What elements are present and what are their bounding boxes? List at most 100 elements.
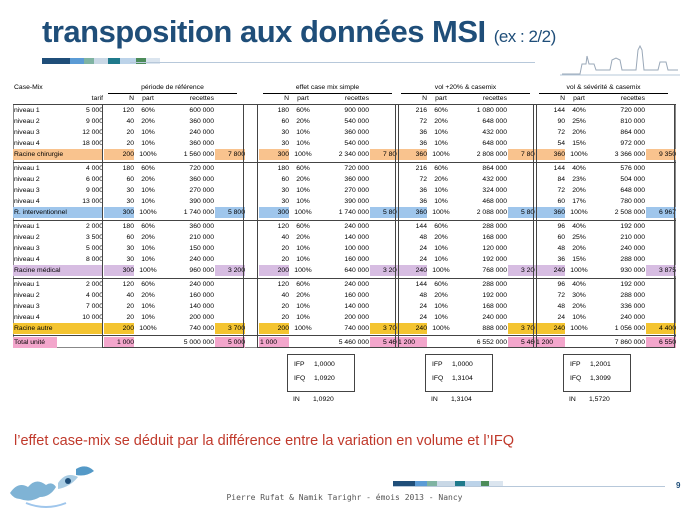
table-rule	[13, 220, 676, 221]
cell-part: 40%	[572, 281, 586, 288]
cell-part: 10%	[296, 256, 310, 263]
grand-total-ratio: 6 550	[646, 337, 676, 348]
table-row: niveau 4 13 000 30 10% 390 000 30 10% 390 000 36…	[13, 196, 676, 207]
row-tarif: 3 500	[85, 234, 103, 241]
index-label: IFQ	[294, 375, 306, 382]
total-n: 240	[397, 323, 427, 334]
cell-n: 40	[281, 292, 289, 299]
cell-n: 180	[277, 165, 289, 172]
cell-n: 216	[415, 107, 427, 114]
total-part: 100%	[432, 267, 450, 274]
total-recettes: 740 000	[344, 325, 369, 332]
cell-recettes: 432 000	[482, 176, 507, 183]
cell-n: 72	[557, 187, 565, 194]
cell-part: 40%	[572, 165, 586, 172]
cell-part: 10%	[296, 198, 310, 205]
total-recettes: 1 740 000	[183, 209, 214, 216]
total-ratio: 6 967	[646, 207, 676, 218]
cell-recettes: 140 000	[344, 303, 369, 310]
cell-n: 20	[126, 314, 134, 321]
cell-n: 60	[126, 234, 134, 241]
table-rule	[13, 278, 676, 279]
grand-total-recettes: 7 860 000	[614, 339, 645, 346]
header-part: part	[142, 95, 154, 102]
cell-n: 24	[419, 314, 427, 321]
row-tarif: 6 000	[85, 176, 103, 183]
header-group-2: effet case mix simple	[263, 82, 392, 94]
total-part: 100%	[294, 325, 312, 332]
cell-part: 10%	[141, 314, 155, 321]
header-part: part	[573, 95, 585, 102]
cell-recettes: 336 000	[620, 303, 645, 310]
cell-recettes: 192 000	[620, 223, 645, 230]
cell-part: 10%	[141, 129, 155, 136]
cell-n: 96	[557, 281, 565, 288]
cell-recettes: 468 000	[482, 198, 507, 205]
table-row: niveau 3 5 000 30 10% 150 000 20 10% 100 000 24 1…	[13, 243, 676, 254]
grand-total-n: 1 000	[259, 337, 289, 348]
total-n: 360	[397, 207, 427, 218]
cell-part: 10%	[141, 303, 155, 310]
row-label: niveau 3	[14, 245, 40, 252]
row-tarif: 5 000	[85, 245, 103, 252]
index-box-2: IFP 1,0000 IFQ 1,3104	[425, 354, 493, 392]
cell-recettes: 200 000	[189, 314, 214, 321]
cell-recettes: 720 000	[344, 165, 369, 172]
cell-part: 20%	[296, 118, 310, 125]
cell-recettes: 648 000	[482, 140, 507, 147]
cell-part: 20%	[141, 234, 155, 241]
cell-recettes: 720 000	[189, 165, 214, 172]
total-part: 100%	[294, 267, 312, 274]
total-label: R. interventionnel	[13, 207, 103, 218]
grand-total-n: 1 200	[397, 337, 427, 348]
total-ratio: 3 875	[646, 265, 676, 276]
row-label: niveau 2	[14, 234, 40, 241]
total-n: 360	[535, 207, 565, 218]
table-row: niveau 4 18 000 20 10% 360 000 30 10% 540 000 36…	[13, 138, 676, 149]
cell-part: 30%	[572, 292, 586, 299]
index-in-value: 1,5720	[589, 396, 610, 403]
table-total-row: Racine médical 300 100% 960 000 3 200 200 100%…	[13, 265, 676, 276]
cell-n: 60	[281, 176, 289, 183]
header-recettes: recettes	[620, 95, 645, 102]
cell-recettes: 900 000	[344, 107, 369, 114]
cell-recettes: 972 000	[620, 140, 645, 147]
cell-recettes: 324 000	[482, 187, 507, 194]
cell-part: 60%	[434, 281, 448, 288]
index-label: IFP	[432, 361, 443, 368]
header-casemix: Case-Mix	[14, 84, 43, 91]
grand-total-row: Total unité 1 000 5 000 000 5 000 1 000 5 460…	[13, 337, 676, 348]
row-label: niveau 1	[14, 107, 40, 114]
cell-n: 20	[281, 314, 289, 321]
cell-n: 180	[122, 223, 134, 230]
total-label: Racine autre	[13, 323, 103, 334]
cell-recettes: 240 000	[189, 129, 214, 136]
cell-part: 60%	[141, 165, 155, 172]
cell-n: 36	[557, 256, 565, 263]
table-rule	[13, 162, 676, 163]
table-row: niveau 4 10 000 20 10% 200 000 20 10% 200 000 24…	[13, 312, 676, 323]
table-row: niveau 1 2 000 180 60% 360 000 120 60% 240 000 1…	[13, 221, 676, 232]
cell-part: 20%	[296, 176, 310, 183]
total-n: 200	[259, 323, 289, 334]
cell-part: 17%	[572, 198, 586, 205]
cell-n: 30	[126, 198, 134, 205]
grand-total-label: Total unité	[13, 337, 57, 348]
cell-n: 30	[281, 140, 289, 147]
header-n: N	[560, 95, 565, 102]
row-tarif: 4 000	[85, 165, 103, 172]
cell-n: 120	[122, 107, 134, 114]
row-label: niveau 3	[14, 187, 40, 194]
cell-recettes: 192 000	[482, 292, 507, 299]
index-in-label: IN	[293, 396, 300, 403]
cell-part: 10%	[141, 140, 155, 147]
total-recettes: 3 366 000	[614, 151, 645, 158]
cell-recettes: 100 000	[344, 245, 369, 252]
cell-recettes: 648 000	[482, 118, 507, 125]
cell-n: 48	[557, 303, 565, 310]
cell-part: 60%	[434, 107, 448, 114]
total-recettes: 2 340 000	[338, 151, 369, 158]
cell-part: 20%	[141, 176, 155, 183]
cell-recettes: 160 000	[344, 292, 369, 299]
